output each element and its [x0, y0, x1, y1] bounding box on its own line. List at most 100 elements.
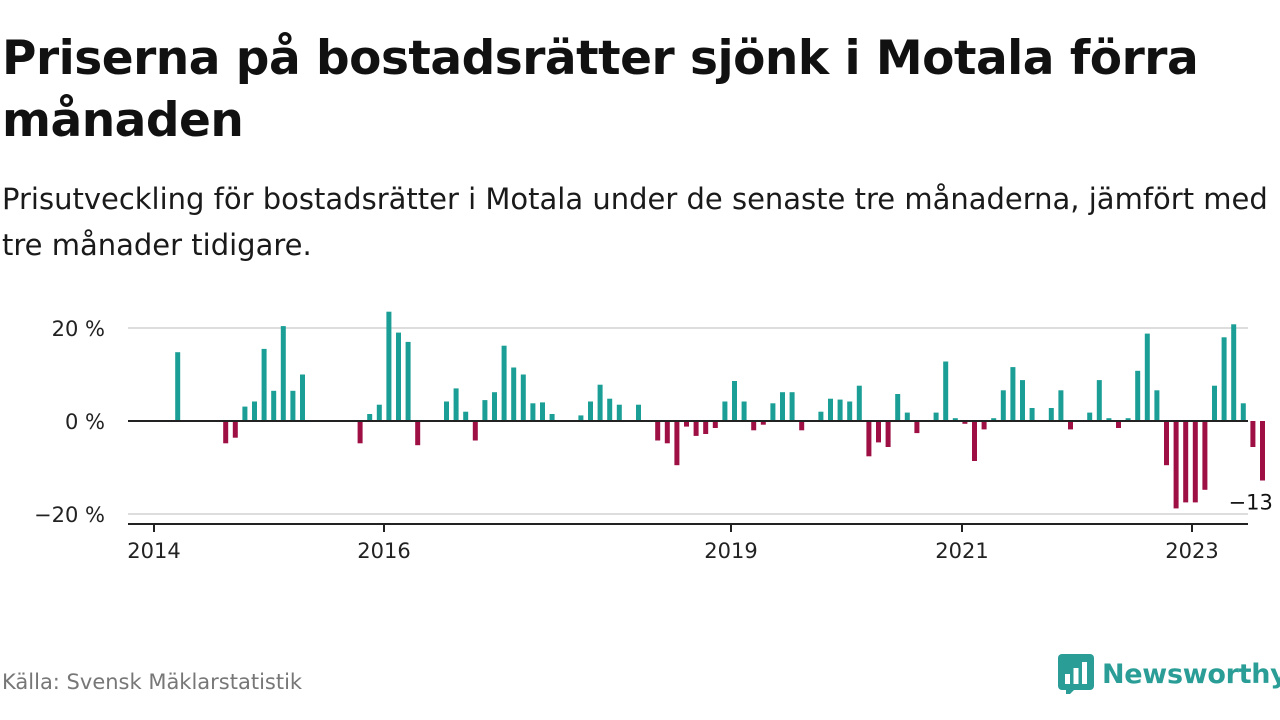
bar	[981, 421, 987, 430]
bar	[376, 404, 382, 421]
bar	[712, 421, 718, 428]
bar	[1221, 337, 1227, 421]
bar	[492, 392, 497, 421]
bar	[549, 414, 555, 421]
bar	[962, 421, 968, 424]
bar	[1106, 418, 1112, 421]
bar	[856, 385, 862, 421]
bar	[780, 392, 785, 421]
bar	[943, 361, 949, 421]
bar	[751, 421, 757, 431]
bar	[991, 418, 997, 421]
bar	[684, 421, 689, 427]
brand[interactable]: Newsworthy	[1058, 652, 1280, 696]
bar	[367, 414, 373, 421]
last-value-label: −13 %	[1229, 491, 1280, 515]
bar	[828, 398, 833, 421]
bar	[530, 403, 536, 421]
bar	[405, 341, 411, 421]
bar	[280, 326, 286, 421]
bar	[1144, 333, 1150, 421]
bar	[636, 404, 641, 421]
bar	[1212, 385, 1217, 421]
bar	[175, 352, 181, 421]
bar	[1029, 408, 1035, 421]
bar	[588, 401, 593, 421]
bar	[1250, 421, 1256, 447]
bar	[223, 421, 229, 444]
bar	[1164, 421, 1169, 466]
bar	[472, 421, 478, 441]
x-tick-label: 2019	[704, 539, 757, 563]
bars	[175, 311, 1265, 509]
y-axis-labels: 20 % 0 % −20 %	[34, 317, 105, 527]
bar	[453, 388, 459, 421]
bar	[1048, 408, 1054, 421]
bar-chart: 20 % 0 % −20 % 2014 2016 2019 2021 2023 −13 %	[34, 311, 1280, 563]
bar	[386, 311, 392, 421]
bar	[1125, 418, 1131, 421]
newsworthy-logo-icon	[1058, 654, 1094, 694]
gridlines	[128, 327, 1248, 515]
bar	[578, 415, 584, 421]
bar	[415, 421, 421, 446]
bar	[895, 394, 901, 421]
bar	[1260, 421, 1265, 481]
bar	[1020, 380, 1025, 421]
bar	[933, 412, 939, 421]
x-axis-labels: 2014 2016 2019 2021 2023	[127, 524, 1219, 563]
bar	[1154, 390, 1160, 421]
bar	[1096, 380, 1102, 421]
bar	[540, 402, 545, 421]
bar	[597, 384, 603, 421]
bar	[1116, 421, 1121, 428]
bar	[242, 406, 248, 421]
bar	[271, 390, 277, 421]
bar	[261, 348, 267, 421]
bar	[818, 411, 824, 421]
bar	[1173, 421, 1179, 509]
bar	[1202, 421, 1208, 490]
bar	[607, 398, 613, 421]
bar	[1231, 324, 1237, 421]
bar	[482, 400, 488, 421]
bar	[1087, 412, 1093, 421]
bar	[300, 374, 305, 421]
bar	[1010, 367, 1016, 421]
bar	[1240, 403, 1246, 421]
bar	[952, 418, 958, 421]
bar	[885, 421, 891, 447]
bar	[396, 332, 401, 421]
x-tick-label: 2016	[357, 539, 410, 563]
bar	[904, 412, 910, 421]
bar	[914, 421, 920, 434]
bar	[520, 374, 526, 421]
bar	[511, 367, 517, 421]
bar	[664, 421, 670, 444]
y-tick-label: 0 %	[65, 410, 105, 434]
bar	[1192, 421, 1198, 503]
bar	[703, 421, 709, 434]
bar	[722, 401, 728, 421]
y-tick-label: 20 %	[52, 317, 105, 341]
bar	[972, 421, 977, 461]
bar	[1068, 421, 1073, 430]
brand-name: Newsworthy	[1102, 658, 1280, 690]
bar	[799, 421, 805, 431]
bar	[837, 399, 843, 421]
bar	[655, 421, 661, 441]
bar	[444, 401, 449, 421]
bar	[357, 421, 363, 444]
y-tick-label: −20 %	[34, 503, 105, 527]
bar	[760, 421, 766, 425]
bar	[1135, 370, 1141, 421]
bar	[501, 345, 507, 421]
x-tick-label: 2014	[127, 539, 180, 563]
bar	[463, 411, 469, 421]
bar	[290, 390, 296, 421]
bar	[693, 421, 699, 436]
bar	[847, 401, 853, 421]
bar	[616, 404, 622, 421]
bar	[252, 401, 257, 421]
bar	[770, 403, 776, 421]
